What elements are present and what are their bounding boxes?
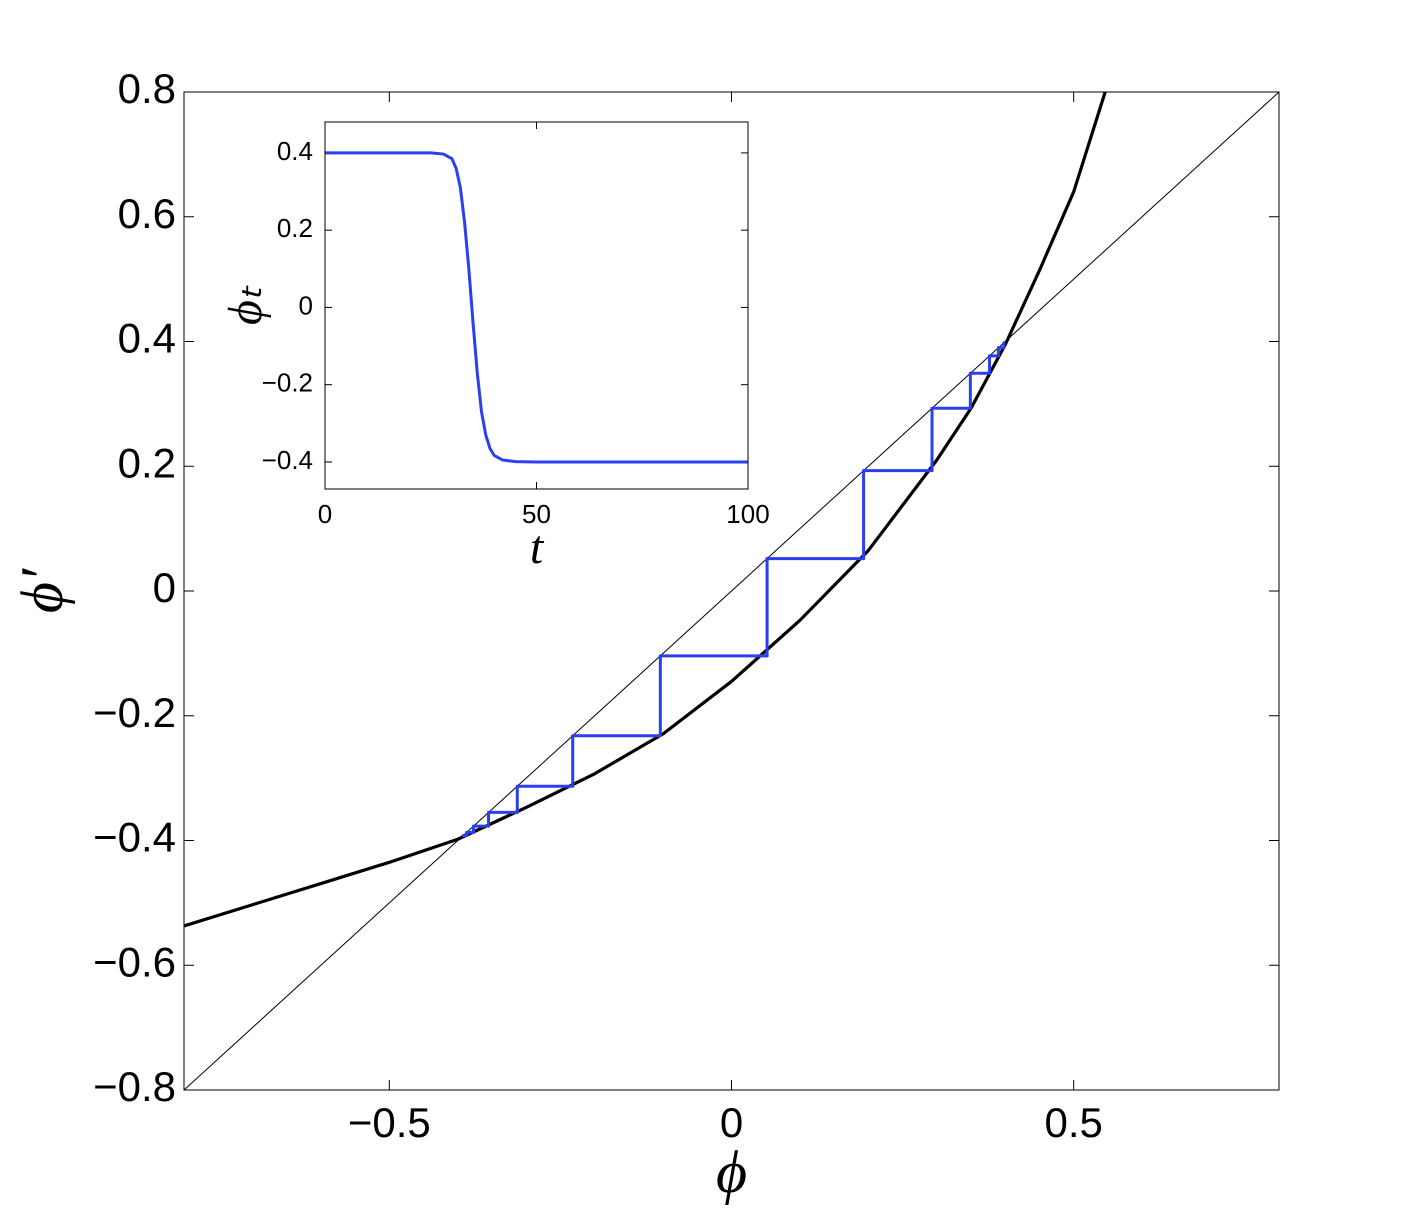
y-tick-label: 0.4 — [118, 315, 176, 362]
x-tick-label: −0.5 — [348, 1099, 431, 1146]
x-tick-label: 0 — [720, 1099, 743, 1146]
x-tick-label: 0 — [318, 499, 332, 529]
y-axis-label: ϕₜ — [219, 285, 272, 325]
y-tick-label: 0.4 — [277, 136, 313, 166]
x-axis-label: ϕ — [716, 1139, 747, 1205]
x-tick-label: 0.5 — [1044, 1099, 1102, 1146]
y-tick-label: −0.8 — [93, 1063, 176, 1110]
plot — [325, 151, 748, 464]
identity-line — [184, 92, 1279, 1090]
y-tick-label: 0.8 — [118, 65, 176, 112]
x-tick-label: 50 — [522, 499, 551, 529]
axes-frame — [324, 121, 749, 490]
y-tick-label: 0 — [153, 564, 176, 611]
y-tick-label: −0.4 — [262, 445, 313, 475]
x-axis-label: t — [530, 521, 545, 574]
y-tick-label: −0.6 — [93, 938, 176, 985]
curve — [325, 151, 748, 464]
y-tick-label: 0.6 — [118, 190, 176, 237]
x-tick-label: 100 — [726, 499, 769, 529]
plot — [184, 92, 1279, 1090]
y-tick-label: 0 — [299, 290, 313, 320]
y-tick-label: −0.2 — [262, 368, 313, 398]
curve — [184, 92, 1107, 928]
y-axis-label: ϕ′ — [9, 568, 75, 613]
y-tick-label: 0.2 — [118, 439, 176, 486]
y-tick-label: −0.4 — [93, 814, 176, 861]
y-tick-label: 0.2 — [277, 213, 313, 243]
axes-frame — [183, 91, 1280, 1091]
axes: 0 50 100 −0.4 −0.2 0 0.2 0.4 t ϕₜ — [219, 121, 770, 574]
plot-area — [325, 122, 748, 489]
y-tick-label: −0.2 — [93, 689, 176, 736]
